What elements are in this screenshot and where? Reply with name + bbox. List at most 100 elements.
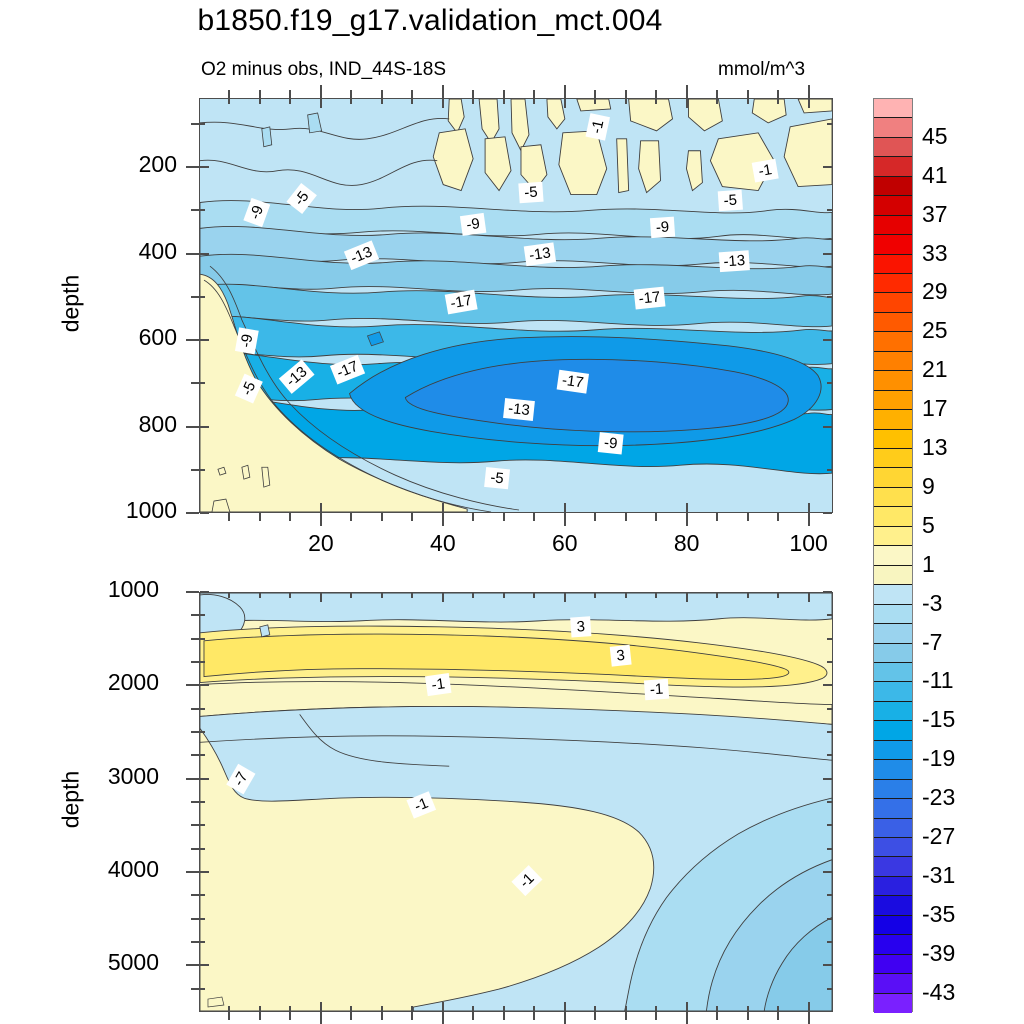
axis-tick [827, 122, 832, 125]
colorbar-cell [874, 137, 912, 158]
axis-tick [319, 1002, 322, 1011]
axis-tick [685, 593, 688, 602]
axis-tick [191, 754, 199, 757]
colorbar-cell [874, 818, 912, 838]
colorbar-label: 5 [922, 511, 935, 538]
axis-tick [200, 941, 205, 943]
colorbar-label: -31 [922, 861, 956, 888]
colorbar-cell [874, 507, 912, 527]
contour-label-group-deep: 3 3 -1 -1 -7 -1 -1 [226, 616, 670, 897]
axis-tick [823, 964, 832, 967]
axis-tick [200, 731, 205, 733]
axis-tick [441, 503, 444, 512]
axis-tick [186, 684, 199, 687]
svg-text:-17: -17 [449, 292, 473, 312]
axis-tick [380, 1012, 383, 1020]
axis-tick [200, 661, 205, 663]
contour-panel-upper-ocean: -1 -1 -5 -5 -5 -9 -9 -9 -13 -13 -13 -17 … [199, 98, 833, 513]
axis-tick [319, 85, 322, 98]
axis-tick-label: 400 [138, 237, 177, 264]
axis-tick [827, 614, 832, 617]
axis-tick [827, 941, 832, 943]
axis-tick [655, 99, 658, 104]
svg-text:-9: -9 [465, 215, 481, 234]
axis-tick [472, 1006, 475, 1011]
axis-tick [716, 513, 719, 521]
colorbar-cell [874, 682, 912, 702]
axis-tick [191, 731, 199, 733]
axis-tick [441, 1002, 444, 1011]
contour-panel-deep-ocean: 3 3 -1 -1 -7 -1 -1 [199, 592, 833, 1012]
axis-tick [186, 777, 199, 780]
axis-tick [350, 1012, 353, 1020]
axis-tick [258, 1006, 261, 1011]
axis-tick [746, 513, 749, 521]
svg-text:-1: -1 [412, 795, 431, 816]
svg-text:-1: -1 [757, 161, 773, 180]
axis-tick [502, 513, 505, 521]
axis-tick [807, 503, 810, 512]
colorbar-cell [874, 196, 912, 216]
axis-tick [186, 252, 199, 255]
colorbar-cell [874, 312, 912, 333]
axis-tick [191, 917, 199, 920]
axis-tick [380, 513, 383, 521]
colorbar [873, 98, 913, 1013]
svg-text:-1: -1 [649, 681, 663, 699]
contour-label-group-upper: -1 -1 -5 -5 -5 -9 -9 -9 -13 -13 -13 -17 … [234, 113, 779, 490]
svg-text:-13: -13 [723, 252, 746, 270]
contour-plot-deep: 3 3 -1 -1 -7 -1 -1 [200, 593, 832, 1011]
axis-tick [289, 1006, 292, 1011]
colorbar-cell [874, 215, 912, 236]
axis-tick [411, 593, 414, 598]
colorbar-cell [874, 351, 912, 372]
axis-tick-label: 40 [430, 530, 456, 556]
axis-tick [289, 90, 292, 98]
colorbar-label: -23 [922, 784, 956, 811]
axis-tick [624, 1006, 627, 1011]
axis-tick [200, 894, 205, 897]
axis-tick-label: 80 [673, 530, 700, 556]
axis-tick [200, 824, 205, 827]
axis-tick [827, 824, 832, 827]
colorbar-label: -19 [922, 745, 956, 772]
axis-tick [624, 593, 627, 598]
axis-tick [200, 637, 205, 640]
axis-tick [200, 468, 205, 471]
colorbar-cell [874, 799, 912, 819]
axis-tick [319, 1012, 322, 1024]
colorbar-cell [874, 993, 912, 1013]
axis-tick [823, 252, 832, 255]
svg-text:-5: -5 [524, 184, 538, 202]
colorbar-cell [874, 857, 912, 877]
axis-tick [200, 122, 205, 125]
axis-tick-label: 5000 [107, 949, 159, 976]
colorbar-cell [874, 332, 912, 352]
axis-tick-label: 20 [308, 530, 334, 556]
axis-tick [746, 593, 749, 598]
colorbar-label: 21 [922, 356, 948, 383]
colorbar-cell [874, 740, 912, 761]
axis-tick [411, 1012, 414, 1020]
axis-tick [502, 593, 505, 598]
axis-tick [655, 90, 658, 98]
axis-tick [533, 593, 536, 598]
axis-tick [594, 90, 597, 98]
axis-tick [827, 295, 832, 298]
axis-tick [319, 99, 322, 108]
axis-tick [655, 1012, 658, 1020]
colorbar-cell [874, 546, 912, 566]
colorbar-cell [874, 837, 912, 858]
axis-tick [533, 90, 536, 98]
colorbar-cell [874, 662, 912, 683]
axis-tick [472, 1012, 475, 1020]
axis-tick [533, 1006, 536, 1011]
colorbar-cell [874, 779, 912, 800]
colorbar-cell [874, 274, 912, 294]
axis-tick [777, 99, 780, 104]
axis-tick [228, 1006, 231, 1011]
svg-text:-17: -17 [334, 358, 360, 382]
axis-tick [563, 513, 566, 526]
axis-tick [191, 122, 199, 125]
axis-tick [827, 754, 832, 757]
